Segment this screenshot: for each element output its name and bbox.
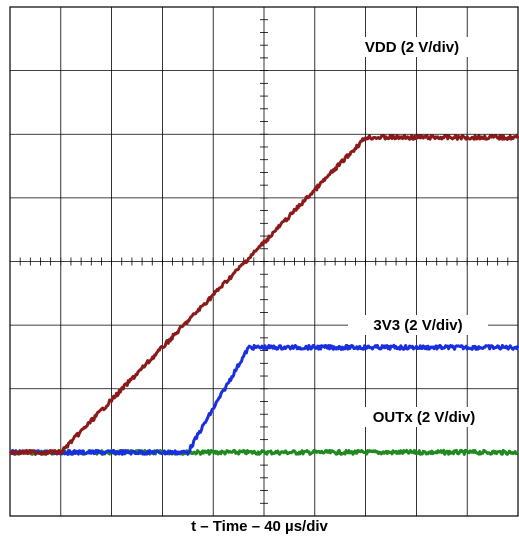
trace-label-bg: [348, 315, 488, 335]
trace-labels: VDD (2 V/div) 3V3 (2 V/div) OUTx (2 V/div): [342, 37, 494, 427]
trace-label-bg: [354, 407, 494, 427]
trace-vdd: [8, 133, 519, 456]
traces: [8, 133, 519, 456]
grid: [9, 6, 519, 517]
trace-3v3: [9, 343, 519, 456]
trace-label-vdd: VDD (2 V/div): [365, 39, 459, 56]
trace-label-bg: [342, 37, 482, 57]
x-axis-label: t – Time – 40 µs/div: [191, 518, 328, 535]
trace-label-outx: OUTx (2 V/div): [373, 409, 476, 426]
trace-label-3v3: 3V3 (2 V/div): [373, 317, 462, 334]
